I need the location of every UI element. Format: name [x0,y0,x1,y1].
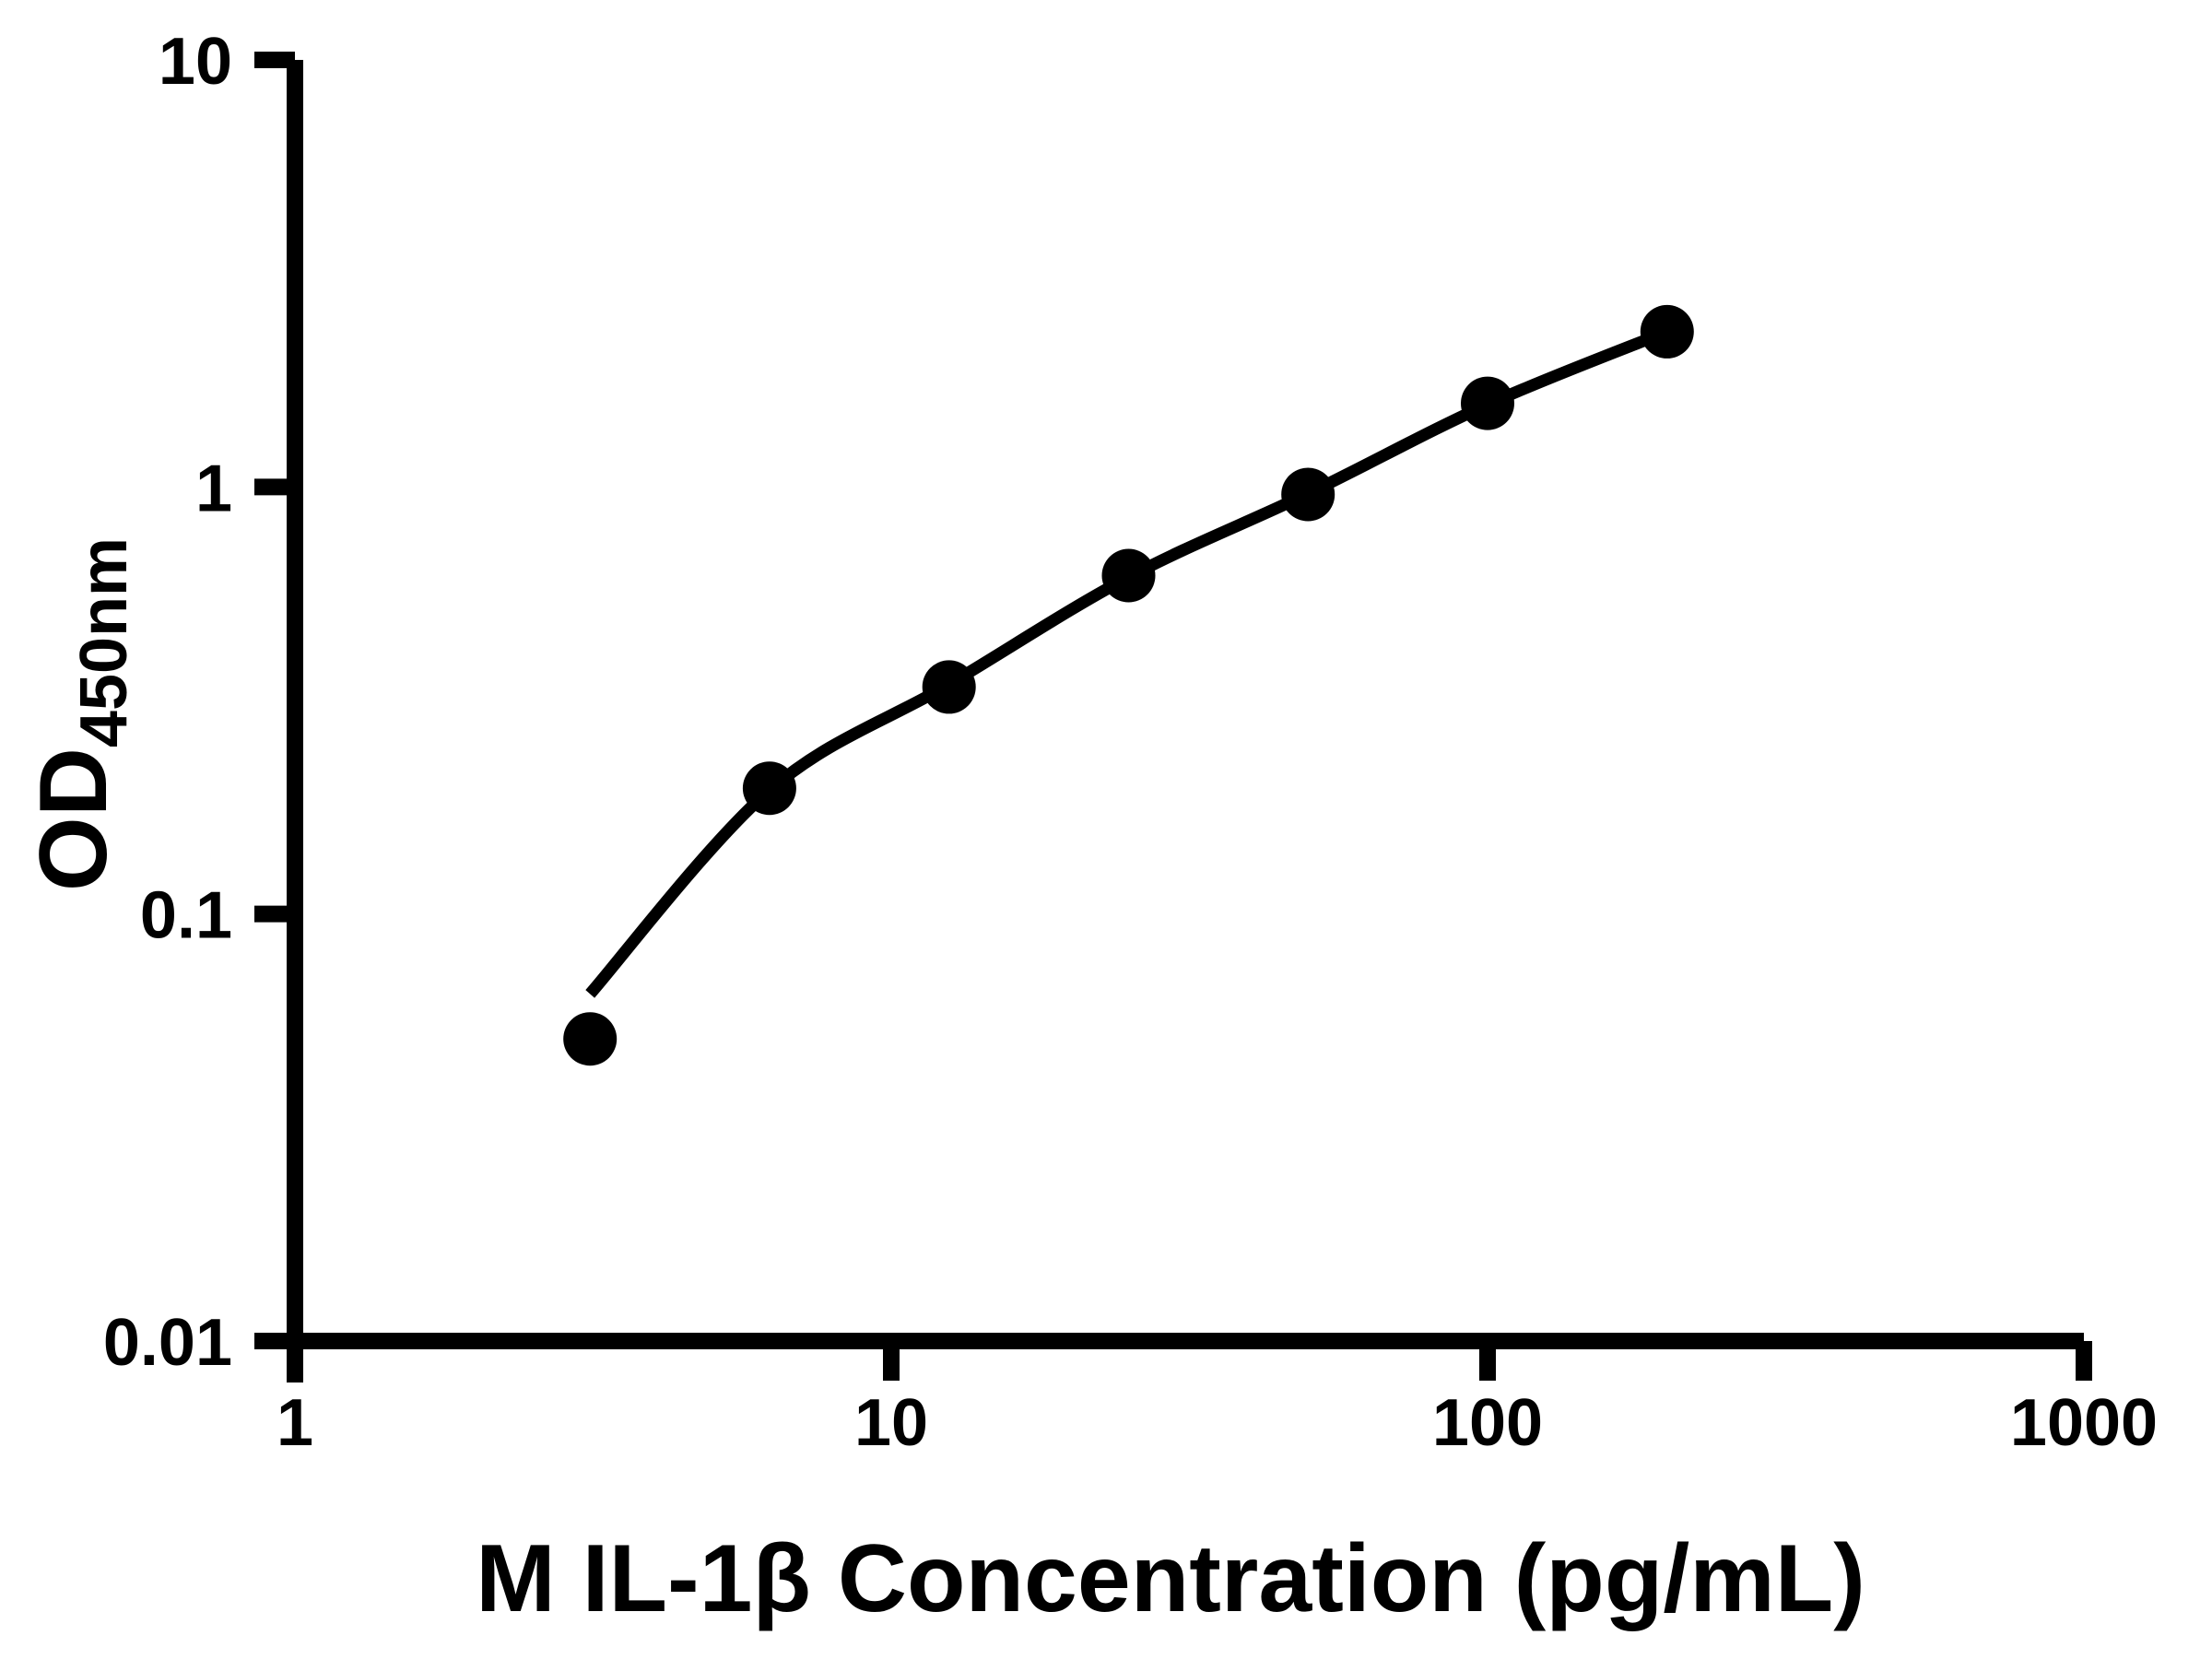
data-point-markers [563,304,1694,1066]
data-point [563,1012,618,1066]
y-axis-title-sub: 450nm [67,537,141,747]
x-axis-title: M IL-1β Concentration (pg/mL) [476,1525,1865,1632]
y-tick-label: 0.1 [140,879,232,953]
y-tick-label: 1 [195,452,232,525]
y-tick-label: 10 [159,25,232,99]
y-axis-ticks: 0.01 0.1 1 10 [103,25,295,1380]
fit-curve-line [585,325,1670,998]
x-axis-ticks: 1 10 100 1000 [276,1341,2158,1460]
data-point [922,660,976,714]
x-tick-label: 1000 [2010,1386,2158,1460]
y-axis-title-main: OD [20,747,127,891]
data-point [742,761,796,816]
data-point [1281,467,1335,522]
x-tick-label: 10 [854,1386,928,1460]
data-point [1101,548,1156,603]
x-tick-label: 100 [1432,1386,1543,1460]
data-point [1640,304,1694,359]
data-point [1461,376,1514,430]
x-tick-label: 1 [276,1386,313,1460]
y-axis-title: OD450nm [20,537,141,891]
axes [287,60,2084,1382]
y-tick-label: 0.01 [103,1306,232,1380]
